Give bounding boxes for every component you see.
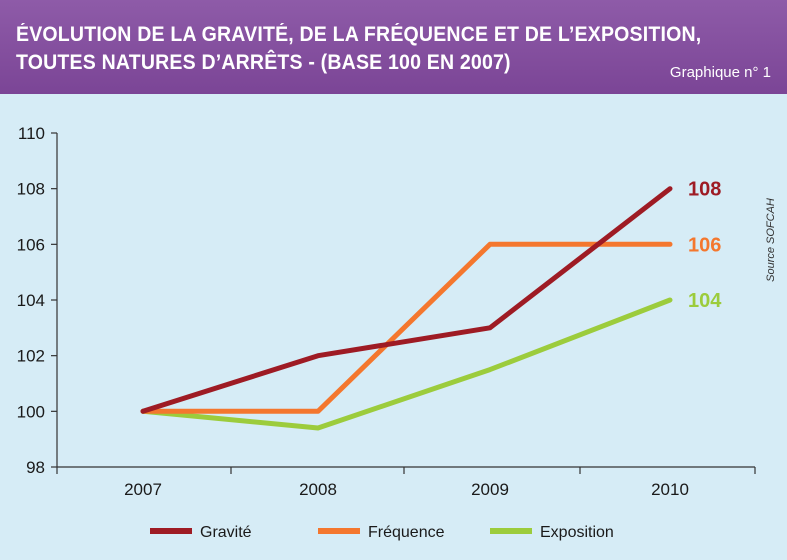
y-tick-label: 100 [17, 402, 45, 421]
y-tick-label: 98 [26, 458, 45, 477]
series-line-frequence [140, 241, 673, 414]
x-tick-label: 2010 [651, 480, 689, 499]
chart-subtitle: Graphique n° 1 [669, 64, 771, 81]
legend-label: Fréquence [368, 524, 445, 541]
end-value-label: 106 [688, 234, 721, 256]
legend-label: Exposition [540, 524, 614, 541]
chart-title-line-1: ÉVOLUTION DE LA GRAVITÉ, DE LA FRÉQUENCE… [16, 23, 702, 46]
y-tick-label: 102 [17, 347, 45, 366]
source-credit: Source SOFCAH [765, 198, 777, 282]
series-line-exposition [140, 297, 673, 431]
x-tick-label: 2009 [471, 480, 509, 499]
chart-title-line-2: TOUTES NATURES D’ARRÊTS - (BASE 100 EN 2… [16, 51, 511, 74]
chart-header: ÉVOLUTION DE LA GRAVITÉ, DE LA FRÉQUENCE… [0, 0, 787, 94]
chart-series [140, 186, 673, 431]
legend-label: Gravité [200, 524, 252, 541]
chart-legend: Gravité Fréquence Exposition [150, 524, 614, 541]
chart-end-labels: 108 106 104 [688, 179, 722, 312]
series-line-gravite [140, 186, 673, 414]
y-tick-label: 104 [17, 291, 45, 310]
end-value-label: 108 [688, 179, 721, 201]
x-tick-label: 2008 [299, 480, 337, 499]
x-tick-label: 2007 [124, 480, 162, 499]
chart-title: ÉVOLUTION DE LA GRAVITÉ, DE LA FRÉQUENCE… [16, 21, 701, 77]
y-tick-label: 110 [18, 124, 45, 143]
end-value-label: 104 [688, 290, 722, 312]
chart-axes: 98 100 102 104 106 108 110 2007 2008 2009 2010 [17, 124, 756, 499]
y-tick-label: 106 [17, 235, 45, 254]
y-tick-label: 108 [17, 180, 45, 199]
